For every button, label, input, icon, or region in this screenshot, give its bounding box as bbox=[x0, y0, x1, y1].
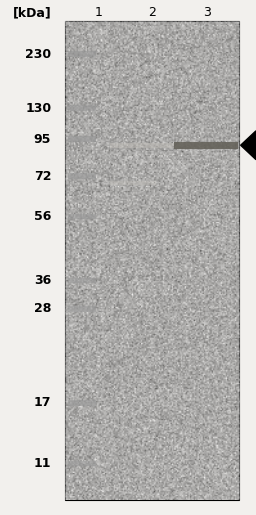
Text: [kDa]: [kDa] bbox=[13, 6, 51, 20]
Bar bbox=[68, 173, 96, 179]
Bar bbox=[68, 51, 96, 57]
Text: 28: 28 bbox=[34, 302, 51, 316]
Text: 56: 56 bbox=[34, 210, 51, 223]
Bar bbox=[68, 306, 96, 312]
Bar bbox=[68, 461, 96, 466]
Text: 17: 17 bbox=[34, 396, 51, 409]
Text: 95: 95 bbox=[34, 132, 51, 146]
Text: 36: 36 bbox=[34, 274, 51, 287]
Bar bbox=[68, 278, 96, 283]
Text: 3: 3 bbox=[204, 6, 211, 20]
Bar bbox=[65, 21, 239, 500]
Text: 2: 2 bbox=[148, 6, 156, 20]
Text: 1: 1 bbox=[95, 6, 102, 20]
Bar bbox=[68, 136, 96, 142]
Bar bbox=[68, 105, 96, 111]
Text: 11: 11 bbox=[34, 457, 51, 470]
Bar bbox=[68, 400, 96, 406]
Bar bbox=[110, 143, 174, 148]
Polygon shape bbox=[241, 131, 256, 160]
Bar bbox=[174, 142, 238, 148]
Bar bbox=[110, 181, 156, 185]
Text: 230: 230 bbox=[25, 47, 51, 61]
Text: 130: 130 bbox=[25, 101, 51, 115]
Bar bbox=[68, 214, 96, 219]
Text: 72: 72 bbox=[34, 169, 51, 183]
